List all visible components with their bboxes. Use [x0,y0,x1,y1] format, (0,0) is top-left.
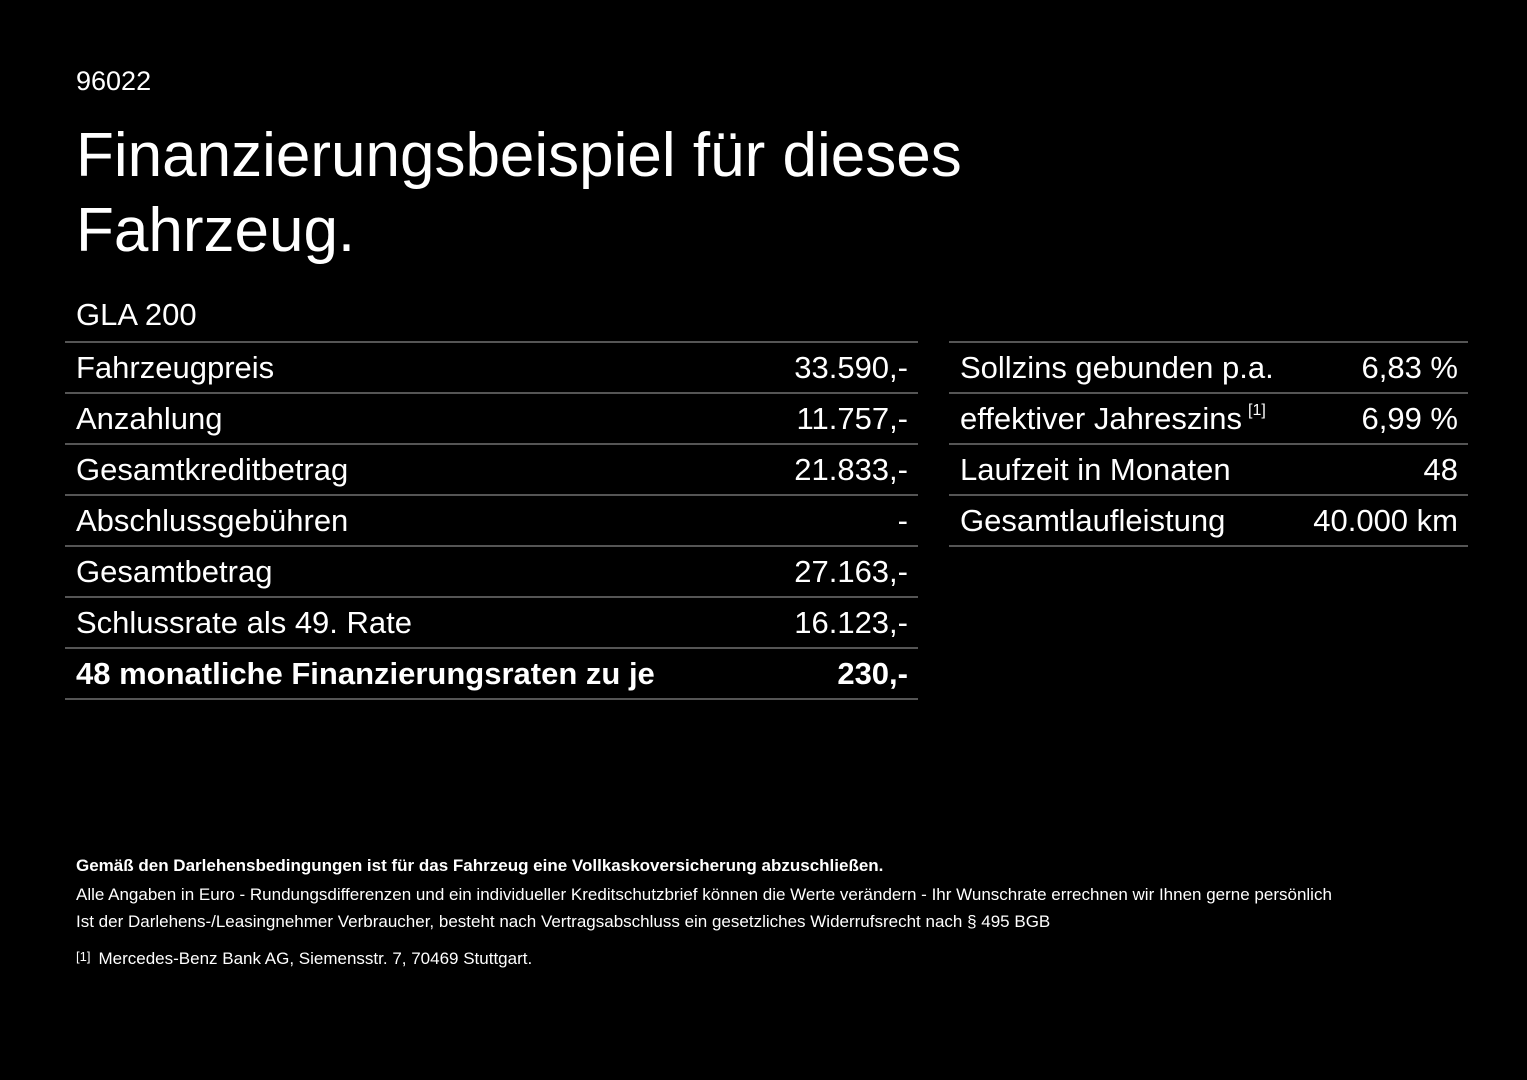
row-label: effektiver Jahreszins [1] [960,401,1266,437]
label-text: Gesamtkreditbetrag [76,451,349,487]
model: GLA 200 [76,297,197,332]
row-value: 230,- [837,655,908,691]
label-text: Gesamtbetrag [76,553,273,589]
footnote-marker: [1] [76,949,91,964]
note-bold: Gemäß den Darlehensbedingungen ist für d… [76,856,884,875]
table-row: Sollzins gebunden p.a. 6,83 % [949,343,1468,394]
note-line: Alle Angaben in Euro - Rundungsdifferenz… [76,885,1332,904]
label-text: Schlussrate als 49. Rate [76,604,413,640]
label-text: Abschlussgebühren [76,502,349,538]
footnote-text: Mercedes-Benz Bank AG, Siemensstr. 7, 70… [98,949,533,968]
row-value: 6,83 % [1361,349,1458,385]
label-text: Laufzeit in Monaten [960,451,1231,487]
row-value: 27.163,- [794,553,908,589]
row-value: 48 [1423,451,1458,487]
label-text: Gesamtlaufleistung [960,502,1226,538]
row-value: 11.757,- [796,400,908,436]
label-text: Fahrzeugpreis [76,349,275,385]
table-row: Anzahlung 11.757,- [65,394,918,445]
label-text: Anzahlung [76,400,223,436]
table-row: Gesamtlaufleistung 40.000 km [949,496,1468,547]
note-line: Ist der Darlehens-/Leasingnehmer Verbrau… [76,912,1051,931]
table-row: Laufzeit in Monaten 48 [949,445,1468,496]
label-text: Sollzins gebunden p.a. [960,349,1274,385]
row-label: Anzahlung [76,401,223,437]
row-value: 6,99 % [1361,400,1458,436]
row-value: 33.590,- [794,349,908,385]
table-row: Gesamtkreditbetrag 21.833,- [65,445,918,496]
table-row: Gesamtbetrag 27.163,- [65,547,918,598]
table-row: Fahrzeugpreis 33.590,- [65,343,918,394]
row-value: 16.123,- [794,604,908,640]
row-label: Sollzins gebunden p.a. [960,350,1274,386]
notes: Gemäß den Darlehensbedingungen ist für d… [76,852,1476,972]
row-label: Laufzeit in Monaten [960,452,1231,488]
row-label: 48 monatliche Finanzierungsraten zu je [76,656,655,692]
row-value: - [897,502,908,538]
row-label: Schlussrate als 49. Rate [76,605,412,641]
footnote-ref: [1] [1248,401,1266,419]
row-label: Fahrzeugpreis [76,350,274,386]
label-text: effektiver Jahreszins [960,400,1242,436]
row-label: Gesamtbetrag [76,554,272,590]
title: Finanzierungsbeispiel für dieses Fahrzeu… [76,121,962,265]
right-table: Sollzins gebunden p.a. 6,83 % effektiver J… [949,341,1468,547]
table-row: effektiver Jahreszins [1] 6,99 % [949,394,1468,445]
table-row: 48 monatliche Finanzierungsraten zu je 23… [65,649,918,700]
row-label: Abschlussgebühren [76,503,348,539]
row-value: 21.833,- [794,451,908,487]
row-value: 40.000 km [1313,502,1458,538]
footnote: [1] Mercedes-Benz Bank AG, Siemensstr. 7,… [76,943,1476,972]
table-row: Abschlussgebühren - [65,496,918,547]
row-label: Gesamtlaufleistung [960,503,1225,539]
row-label: Gesamtkreditbetrag [76,452,348,488]
left-table: Fahrzeugpreis 33.590,- Anzahlung 11.757,- Ge… [65,341,918,700]
code: 96022 [76,66,152,96]
table-row: Schlussrate als 49. Rate 16.123,- [65,598,918,649]
label-text: 48 monatliche Finanzierungsraten zu je [76,655,655,691]
